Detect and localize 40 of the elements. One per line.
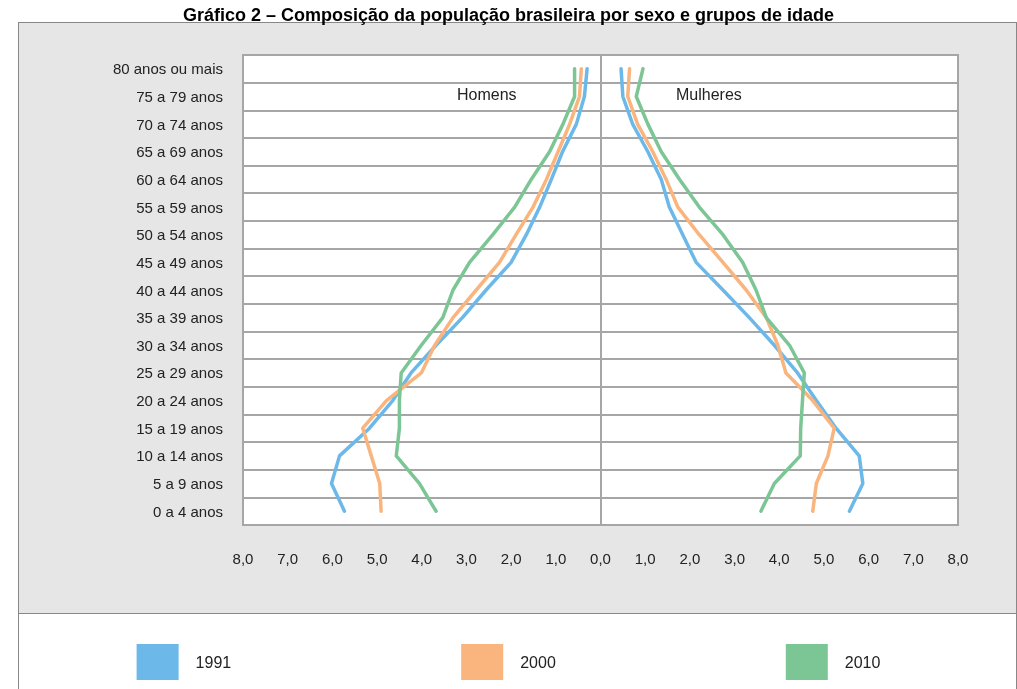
legend-label: 2010 <box>844 653 881 671</box>
x-tick-label: 8,0 <box>232 550 254 567</box>
x-tick-label: 4,0 <box>768 550 790 567</box>
x-tick-label: 7,0 <box>277 550 299 567</box>
x-tick-label: 3,0 <box>724 550 745 567</box>
y-tick-label: 80 anos ou mais <box>112 60 223 78</box>
y-tick-label: 60 a 64 anos <box>136 170 223 188</box>
x-tick-label: 2,0 <box>679 550 701 567</box>
x-tick-label: 2,0 <box>500 550 522 567</box>
y-tick-label: 15 a 19 anos <box>136 419 223 437</box>
y-tick-label: 75 a 79 anos <box>136 87 223 105</box>
x-tick-label: 6,0 <box>858 550 880 567</box>
y-tick-label: 0 a 4 anos <box>152 502 223 520</box>
x-tick-label: 1,0 <box>545 550 567 567</box>
y-tick-label: 55 a 59 anos <box>136 198 223 216</box>
y-tick-label: 40 a 44 anos <box>136 281 223 299</box>
x-tick-label: 3,0 <box>456 550 477 567</box>
x-tick-label: 0,0 <box>590 550 611 567</box>
x-tick-label: 1,0 <box>634 550 656 567</box>
x-tick-label: 5,0 <box>366 550 388 567</box>
x-tick-label: 7,0 <box>902 550 924 567</box>
y-tick-label: 30 a 34 anos <box>136 336 223 354</box>
chart-title: Gráfico 2 – Composição da população brasileira por sexo e grupos de idade <box>182 5 835 25</box>
y-tick-label: 65 a 69 anos <box>136 143 223 161</box>
y-tick-label: 5 a 9 anos <box>152 475 223 493</box>
x-tick-label: 5,0 <box>813 550 835 567</box>
y-tick-label: 50 a 54 anos <box>136 226 223 244</box>
y-tick-label: 70 a 74 anos <box>136 115 223 133</box>
y-tick-label: 20 a 24 anos <box>136 392 223 410</box>
x-tick-label: 8,0 <box>947 550 969 567</box>
y-tick-label: 35 a 39 anos <box>136 309 223 327</box>
legend-label: 2000 <box>520 653 556 671</box>
annotation: Homens <box>457 85 517 103</box>
y-tick-label: 45 a 49 anos <box>136 253 223 271</box>
y-tick-label: 10 a 14 anos <box>136 447 223 465</box>
legend-label: 1991 <box>195 653 232 671</box>
x-tick-label: 6,0 <box>321 550 343 567</box>
x-tick-label: 4,0 <box>411 550 433 567</box>
y-tick-label: 25 a 29 anos <box>136 364 223 382</box>
annotation: Mulheres <box>676 85 742 103</box>
